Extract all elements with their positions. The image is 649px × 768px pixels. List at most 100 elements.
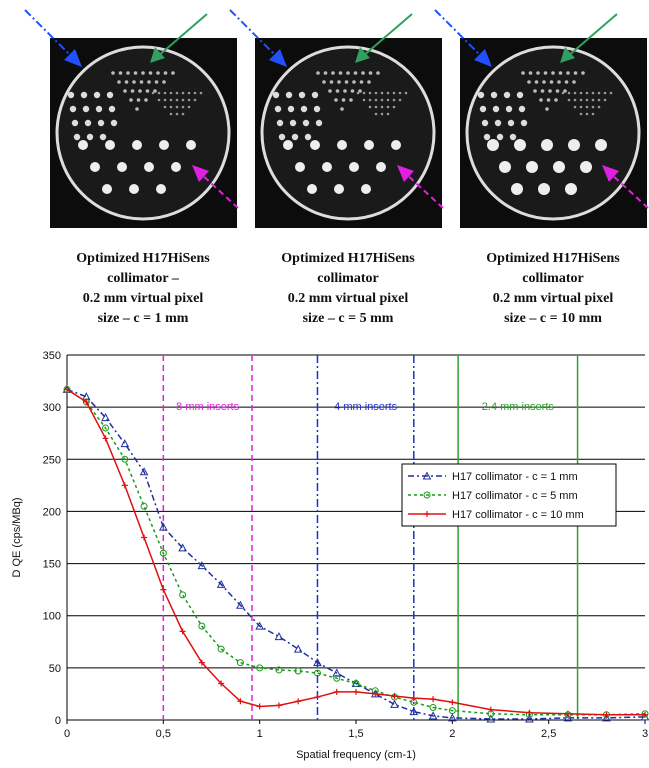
marker <box>314 694 320 700</box>
insert-dot <box>580 161 592 173</box>
insert-dot <box>200 92 203 95</box>
insert-dot <box>162 80 166 84</box>
insert-dot <box>182 92 185 95</box>
insert-dot <box>562 92 565 95</box>
insert-dot <box>144 98 148 102</box>
insert-dot <box>521 120 527 126</box>
insert-dot <box>478 92 484 98</box>
insert-dot <box>568 99 571 102</box>
insert-dot <box>188 106 191 109</box>
insert-dot <box>568 139 580 151</box>
insert-dot <box>171 71 175 75</box>
marker <box>565 711 571 717</box>
insert-dot <box>565 183 577 195</box>
insert-dot <box>399 99 402 102</box>
insert-dot <box>111 120 117 126</box>
marker <box>526 710 532 716</box>
marker <box>353 689 359 695</box>
insert-dot <box>529 71 533 75</box>
insert-dot <box>98 120 104 126</box>
insert-dot <box>568 92 571 95</box>
insert-dot <box>170 106 173 109</box>
insert-dot <box>100 134 106 140</box>
insert-dot <box>363 92 366 95</box>
insert-dot <box>387 113 390 116</box>
insert-dot <box>381 106 384 109</box>
insert-dot <box>141 71 145 75</box>
insert-dot <box>126 71 130 75</box>
insert-dot <box>322 80 326 84</box>
y-tick-label: 0 <box>55 715 61 727</box>
insert-dot <box>586 92 589 95</box>
insert-dot <box>352 80 356 84</box>
insert-dot <box>72 120 78 126</box>
insert-dot <box>194 92 197 95</box>
insert-dot <box>491 92 497 98</box>
x-tick-label: 3 <box>642 728 648 740</box>
insert-dot <box>137 98 141 102</box>
y-tick-label: 200 <box>43 506 61 518</box>
insert-dot <box>586 99 589 102</box>
insert-dot <box>90 162 100 172</box>
insert-dot <box>156 184 166 194</box>
insert-dot <box>495 120 501 126</box>
legend-label: H17 collimator - c = 5 mm <box>452 490 578 502</box>
insert-dot <box>176 106 179 109</box>
insert-dot <box>381 92 384 95</box>
series-line <box>67 389 645 719</box>
insert-dot <box>391 140 401 150</box>
insert-dot <box>393 106 396 109</box>
x-tick-label: 1 <box>257 728 263 740</box>
insert-dot <box>487 139 499 151</box>
insert-dot <box>330 80 334 84</box>
insert-dot <box>554 98 558 102</box>
insert-dot <box>499 161 511 173</box>
insert-dot <box>117 162 127 172</box>
marker <box>391 701 398 708</box>
insert-dot <box>310 140 320 150</box>
insert-dot <box>541 139 553 151</box>
insert-dot <box>580 113 583 116</box>
insert-dot <box>369 71 373 75</box>
insert-dot <box>506 106 512 112</box>
insert-dot <box>283 140 293 150</box>
insert-dot <box>387 92 390 95</box>
insert-dot <box>581 71 585 75</box>
insert-dot <box>480 106 486 112</box>
insert-dot <box>70 106 76 112</box>
phantom-image <box>25 10 238 228</box>
marker <box>141 503 147 509</box>
insert-dot <box>170 92 173 95</box>
caption-line: size – c = 10 mm <box>504 311 602 326</box>
insert-dot <box>375 92 378 95</box>
insert-dot <box>83 106 89 112</box>
insert-dot <box>292 134 298 140</box>
insert-dot <box>539 98 543 102</box>
insert-dot <box>125 80 129 84</box>
insert-dot <box>393 99 396 102</box>
marker <box>122 482 128 488</box>
insert-dot <box>592 106 595 109</box>
insert-dot <box>574 99 577 102</box>
marker <box>276 702 282 708</box>
insert-dot <box>331 71 335 75</box>
insert-dot <box>324 71 328 75</box>
insert-dot <box>510 134 516 140</box>
y-tick-label: 350 <box>43 350 61 362</box>
caption-line: 0.2 mm virtual pixel <box>83 291 204 306</box>
insert-dot <box>349 98 353 102</box>
insert-dot <box>171 162 181 172</box>
insert-dot <box>138 89 142 93</box>
insert-dot <box>314 106 320 112</box>
insert-dot <box>482 120 488 126</box>
insert-dot <box>580 92 583 95</box>
insert-dot <box>526 161 538 173</box>
insert-dot <box>146 89 150 93</box>
caption-line: 0.2 mm virtual pixel <box>493 291 614 306</box>
insert-dot <box>361 71 365 75</box>
insert-dot <box>303 120 309 126</box>
insert-dot <box>328 89 332 93</box>
insert-dot <box>557 80 561 84</box>
caption-line: Optimized H17HiSens <box>486 251 620 266</box>
insert-dot <box>586 106 589 109</box>
